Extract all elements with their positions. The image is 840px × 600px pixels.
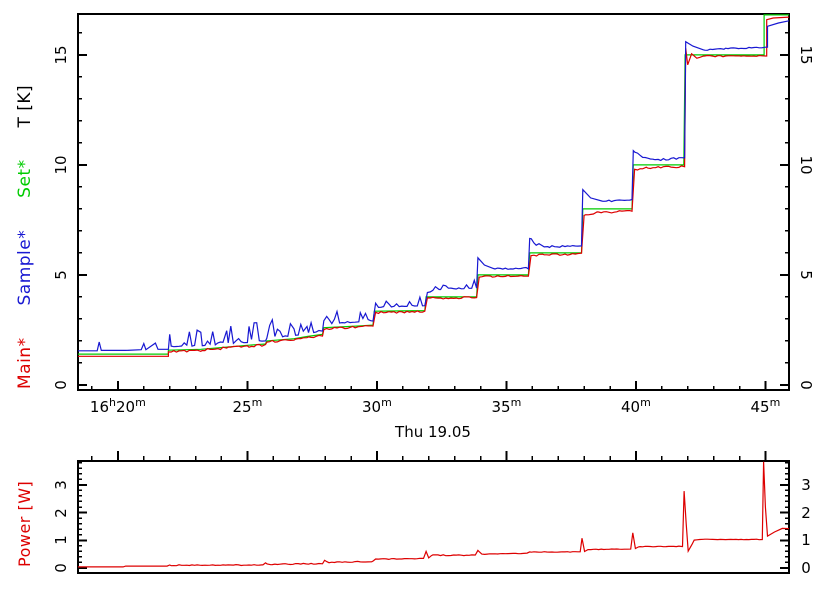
x-tick-label: 30m bbox=[361, 396, 392, 416]
y-tick-label: 5 bbox=[52, 270, 70, 280]
y-tick-label: 10 bbox=[797, 155, 815, 175]
y-tick-label: 1 bbox=[52, 535, 70, 546]
x-tick-label: 16h20m bbox=[89, 396, 146, 416]
legend-set: Set* bbox=[15, 159, 35, 198]
y-tick-label: 0 bbox=[52, 380, 70, 390]
x-tick-label: 45m bbox=[750, 396, 781, 416]
legend-sample: Sample* bbox=[15, 229, 35, 306]
y-tick-label: 10 bbox=[52, 155, 70, 175]
temperature-panel-frame bbox=[77, 13, 790, 391]
x-tick-label: 35m bbox=[491, 396, 522, 416]
y-tick-label: 2 bbox=[801, 503, 811, 522]
date-label: Thu 19.05 bbox=[395, 423, 471, 441]
t-axis-label: T [K] bbox=[15, 84, 35, 128]
y-tick-label: 0 bbox=[797, 380, 815, 390]
y-tick-label: 1 bbox=[801, 531, 811, 550]
trace-sample bbox=[78, 20, 789, 352]
x-tick-label: 25m bbox=[232, 396, 263, 416]
trace-power bbox=[78, 461, 789, 568]
trace-set bbox=[78, 14, 789, 355]
y-tick-label: 3 bbox=[801, 475, 811, 494]
legend-main: Main* bbox=[15, 337, 35, 389]
y-tick-label: 3 bbox=[52, 480, 70, 490]
power-panel-frame bbox=[77, 460, 790, 574]
y-tick-label: 0 bbox=[801, 559, 811, 577]
x-tick-label: 40m bbox=[621, 396, 651, 416]
power-axis-label: Power [W] bbox=[15, 480, 34, 567]
y-tick-label: 0 bbox=[52, 563, 70, 573]
y-tick-label: 5 bbox=[797, 270, 815, 280]
trace-main bbox=[78, 16, 789, 357]
temperature-axis-labels: Main* Sample* Set* T [K] bbox=[15, 85, 35, 389]
y-tick-label: 15 bbox=[52, 45, 70, 65]
y-tick-label: 2 bbox=[52, 507, 70, 518]
y-tick-label: 15 bbox=[797, 45, 815, 65]
